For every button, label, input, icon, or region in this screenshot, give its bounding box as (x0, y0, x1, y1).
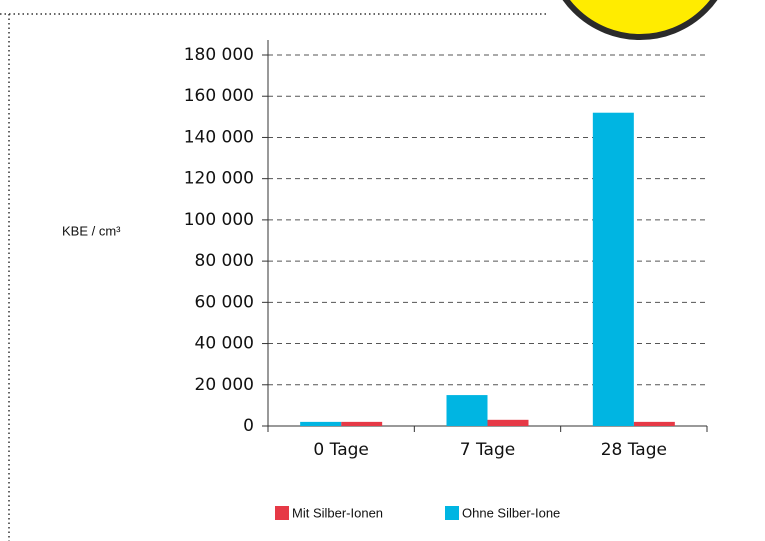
y-tick-label: 20 000 (195, 375, 254, 395)
y-tick-label: 120 000 (184, 169, 254, 189)
legend-swatch (275, 506, 289, 520)
y-tick-label: 60 000 (195, 292, 254, 312)
y-tick-label: 160 000 (184, 86, 254, 106)
legend-label: Mit Silber-Ionen (292, 505, 383, 520)
x-tick-label: 7 Tage (460, 440, 515, 460)
y-tick-label: 140 000 (184, 127, 254, 147)
y-tick-label: 40 000 (195, 334, 254, 354)
chart: KBE / cm³ 0 20 000 40 000 60 000 80 000 100 0… (0, 0, 765, 541)
legend-label: Ohne Silber-Ione (462, 505, 560, 520)
y-axis-label: KBE / cm³ (62, 223, 121, 238)
badge (548, 0, 732, 37)
y-tick-label: 80 000 (195, 251, 254, 271)
y-tick-label: 100 000 (184, 210, 254, 230)
x-tick-label: 28 Tage (601, 440, 667, 460)
bar (634, 422, 675, 426)
legend-swatch (445, 506, 459, 520)
bar (488, 420, 529, 426)
bar (447, 395, 488, 426)
x-tick-label: 0 Tage (313, 440, 368, 460)
bar (300, 422, 341, 426)
y-tick-label: 180 000 (184, 45, 254, 65)
bar (341, 422, 382, 426)
bar (593, 113, 634, 426)
y-tick-label: 0 (243, 416, 254, 436)
